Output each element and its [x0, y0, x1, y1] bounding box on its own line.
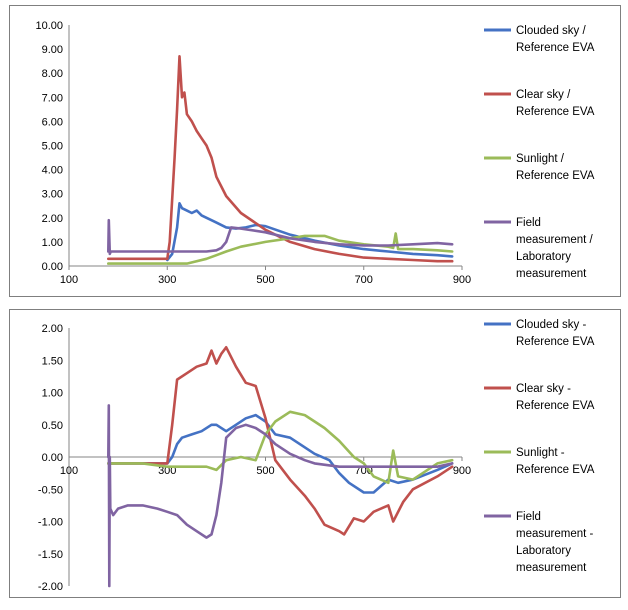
- legend-label: Clear sky -: [516, 383, 571, 395]
- y-tick-label: 3.00: [42, 189, 63, 201]
- series-line-4: [107, 404, 454, 588]
- legend-label: Reference EVA: [516, 400, 595, 412]
- y-tick-label: 1.00: [42, 237, 63, 249]
- legend-label: Reference EVA: [516, 170, 595, 182]
- x-tick-label: 100: [60, 274, 78, 286]
- legend-label: Field: [516, 511, 541, 523]
- legend-label: Clouded sky -: [516, 319, 586, 331]
- y-tick-label: 0.00: [42, 452, 63, 464]
- y-tick-label: -0.50: [38, 484, 63, 496]
- legend-label: Reference EVA: [516, 464, 595, 476]
- x-tick-label: 500: [256, 465, 274, 477]
- legend-label: Sunlight -: [516, 447, 565, 459]
- x-tick-label: 900: [453, 465, 471, 477]
- bottom-chart-panel: -2.00 -1.50 -1.00 -0.50 0.00 0.50 1.00 1.50 2.00…: [9, 309, 621, 598]
- legend-label: measurement: [516, 268, 587, 280]
- legend-label: measurement /: [516, 234, 594, 246]
- series-line-2: [107, 346, 454, 536]
- y-tick-label: 10.00: [35, 20, 63, 32]
- x-tick-label: 300: [158, 274, 176, 286]
- legend-label: Sunlight /: [516, 153, 565, 165]
- series-line-1: [107, 413, 454, 494]
- y-tick-label: 7.00: [42, 92, 63, 104]
- series-line-1: [166, 202, 454, 262]
- legend-label: Clouded sky /: [516, 25, 586, 37]
- y-tick-label: 0.50: [42, 420, 63, 432]
- y-tick-label: 0.00: [42, 261, 63, 273]
- series-line-4: [107, 218, 454, 256]
- y-tick-label: -1.50: [38, 549, 63, 561]
- x-tick-label: 900: [453, 274, 471, 286]
- y-tick-label: -1.00: [38, 517, 63, 529]
- top-chart-panel: 0.00 1.00 2.00 3.00 4.00 5.00 6.00 7.00 8.00 9.00…: [9, 5, 621, 297]
- legend-label: measurement -: [516, 528, 594, 540]
- series-line-3: [107, 410, 454, 485]
- y-tick-label: 5.00: [42, 141, 63, 153]
- legend-label: Reference EVA: [516, 42, 595, 54]
- legend-label: Laboratory: [516, 251, 571, 263]
- legend-label: measurement: [516, 562, 587, 574]
- y-tick-label: 1.00: [42, 388, 63, 400]
- x-tick-label: 500: [256, 274, 274, 286]
- y-tick-label: 4.00: [42, 165, 63, 177]
- legend-label: Field: [516, 217, 541, 229]
- ratio-chart: 0.00 1.00 2.00 3.00 4.00 5.00 6.00 7.00 8.00 9.00…: [35, 20, 595, 286]
- y-tick-label: 2.00: [42, 323, 63, 335]
- legend-label: Reference EVA: [516, 106, 595, 118]
- y-tick-label: 2.00: [42, 213, 63, 225]
- legend-label: Clear sky /: [516, 89, 571, 101]
- series-line-2: [107, 55, 454, 263]
- y-tick-label: 8.00: [42, 68, 63, 80]
- legend-label: Reference EVA: [516, 336, 595, 348]
- y-tick-label: 9.00: [42, 44, 63, 56]
- y-tick-label: -2.00: [38, 581, 63, 593]
- x-tick-label: 100: [60, 465, 78, 477]
- y-tick-label: 1.50: [42, 355, 63, 367]
- x-tick-label: 700: [355, 274, 373, 286]
- legend-label: Laboratory: [516, 545, 571, 557]
- y-tick-label: 6.00: [42, 116, 63, 128]
- difference-chart: -2.00 -1.50 -1.00 -0.50 0.00 0.50 1.00 1.50 2.00…: [38, 319, 595, 593]
